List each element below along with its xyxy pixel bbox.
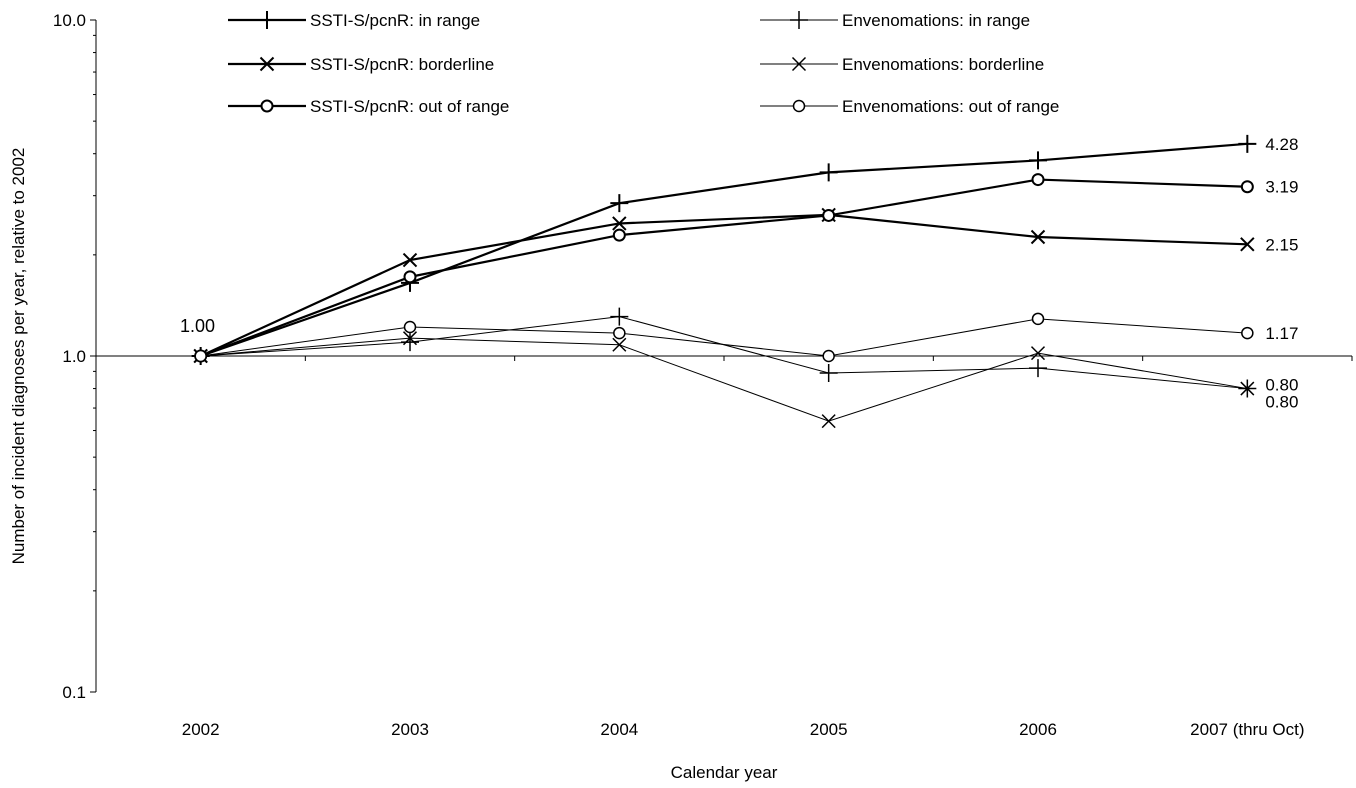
circle-marker [194, 349, 207, 363]
x-marker [821, 414, 836, 429]
legend: SSTI-S/pcnR: in range SSTI-S/pcnR: border… [228, 11, 1059, 116]
end-value-label: 0.80 [1265, 376, 1298, 395]
x-axis-title: Calendar year [671, 763, 778, 782]
x-marker [1240, 381, 1255, 396]
circle-marker [822, 349, 835, 363]
circle-marker [792, 99, 806, 113]
x-marker [1030, 229, 1046, 245]
axes [90, 19, 1353, 693]
plus-marker [258, 11, 276, 29]
x-marker [259, 56, 275, 72]
legend-label: SSTI-S/pcnR: out of range [310, 97, 509, 116]
series-5: 1.17 [194, 312, 1298, 363]
end-value-label: 1.17 [1265, 324, 1298, 343]
y-tick-label: 1.0 [62, 347, 86, 366]
end-value-label: 4.28 [1265, 135, 1298, 154]
circle-marker [1031, 173, 1045, 187]
plus-marker [819, 163, 838, 182]
circle-marker [612, 228, 626, 242]
x-marker [612, 337, 627, 352]
x-marker [402, 331, 418, 346]
circle-marker [1031, 312, 1045, 326]
x-tick-label: 2004 [600, 720, 638, 739]
series-line [200, 178, 1248, 358]
series-layer: 4.28 2.15 3.19 0.800.80 1.17 [191, 134, 1298, 429]
x-tick-label: 2005 [810, 720, 848, 739]
x-tick-label: 2006 [1019, 720, 1057, 739]
series-line [200, 316, 1248, 390]
series-line [200, 337, 1248, 422]
circle-marker [822, 208, 836, 222]
x-marker [791, 56, 807, 72]
y-tick-label: 10.0 [53, 11, 86, 30]
legend-item: SSTI-S/pcnR: borderline [228, 55, 494, 74]
circle-marker [1240, 180, 1254, 194]
legend-item: Envenomations: in range [760, 11, 1030, 30]
series-line [200, 318, 1248, 357]
legend-label: SSTI-S/pcnR: in range [310, 11, 480, 30]
legend-label: Envenomations: out of range [842, 97, 1059, 116]
x-marker [402, 252, 418, 268]
legend-item: Envenomations: borderline [760, 55, 1044, 74]
plus-marker [1029, 151, 1047, 170]
tick-labels: 0.1 1.0 10.0 2002 2003 2004 2005 2006 2007 (thru… [53, 11, 1305, 739]
legend-label: Envenomations: in range [842, 11, 1030, 30]
plus-marker [819, 364, 838, 383]
end-value-label: 3.19 [1265, 178, 1298, 197]
series-3: 0.80 [191, 307, 1298, 398]
circle-marker [1241, 326, 1254, 340]
legend-item: Envenomations: out of range [760, 97, 1059, 116]
legend-item: SSTI-S/pcnR: in range [228, 11, 480, 30]
series-line [200, 142, 1248, 358]
end-value-label: 2.15 [1265, 235, 1298, 254]
circle-marker [613, 326, 626, 340]
x-tick-label: 2002 [182, 720, 220, 739]
x-marker [1240, 237, 1255, 252]
plus-marker [790, 11, 808, 29]
y-axis-title: Number of incident diagnoses per year, r… [9, 148, 28, 565]
x-marker [1030, 346, 1046, 361]
x-tick-label: 2003 [391, 720, 429, 739]
circle-marker [260, 99, 274, 113]
legend-item: SSTI-S/pcnR: out of range [228, 97, 509, 116]
start-label: 1.00 [180, 316, 215, 336]
end-value-label: 0.80 [1265, 393, 1298, 412]
series-line [200, 213, 1248, 357]
y-tick-label: 0.1 [62, 683, 86, 702]
x-marker [612, 216, 627, 231]
plus-marker [1029, 359, 1047, 378]
series-1: 2.15 [193, 207, 1298, 364]
legend-label: Envenomations: borderline [842, 55, 1044, 74]
plus-marker [610, 194, 629, 213]
plus-marker [610, 307, 629, 326]
circle-marker [403, 320, 417, 334]
circle-marker [403, 270, 417, 284]
plus-marker [1238, 134, 1257, 153]
x-tick-label: 2007 (thru Oct) [1190, 720, 1304, 739]
series-0: 4.28 [191, 134, 1298, 365]
plus-marker [401, 333, 419, 352]
series-4: 0.80 [193, 331, 1298, 429]
legend-label: SSTI-S/pcnR: borderline [310, 55, 494, 74]
